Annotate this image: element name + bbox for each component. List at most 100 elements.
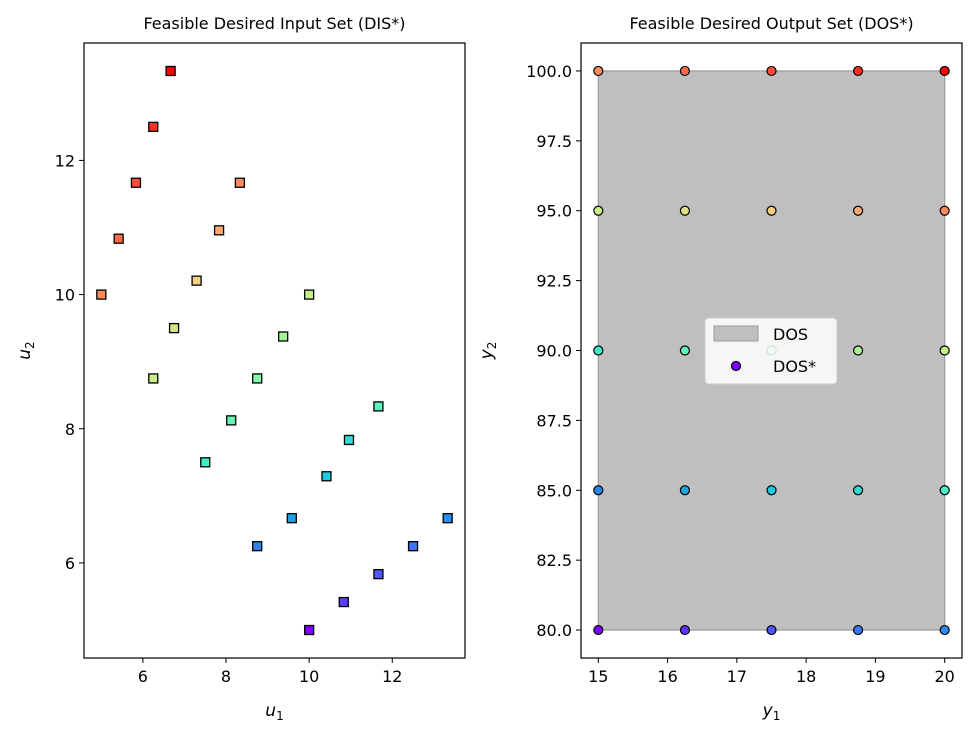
- x-tick-label: 8: [221, 667, 231, 686]
- input-y-axis-label: u2: [15, 341, 37, 359]
- data-point: [593, 345, 604, 356]
- data-point: [373, 568, 384, 580]
- data-point: [113, 233, 124, 244]
- legend-dos-star-label: DOS*: [773, 357, 816, 376]
- input-x-axis-label-sub: 1: [276, 709, 284, 723]
- input-x-axis-label: u1: [265, 701, 283, 723]
- data-point: [852, 65, 864, 77]
- data-point: [200, 457, 211, 468]
- data-point: [679, 624, 691, 636]
- data-point: [939, 205, 950, 216]
- data-point: [226, 415, 237, 426]
- y-tick-label: 95.0: [536, 202, 572, 221]
- output-y-axis-label-sub: 2: [485, 342, 499, 350]
- input-plot-area: [84, 43, 465, 658]
- data-point: [338, 596, 349, 608]
- data-point: [130, 177, 142, 188]
- data-point: [593, 624, 604, 636]
- data-point: [234, 177, 246, 188]
- legend-dos-star-marker: [730, 360, 742, 372]
- data-point: [252, 373, 263, 384]
- output-x-axis-label: y1: [762, 701, 781, 723]
- data-point: [373, 401, 384, 412]
- input-points: [96, 65, 453, 636]
- input-plot-frame: [83, 42, 466, 659]
- output-chart-title: Feasible Desired Output Set (DOS*): [629, 14, 913, 33]
- y-tick-label: 85.0: [536, 481, 572, 500]
- data-point: [679, 205, 691, 216]
- x-tick-label: 18: [796, 667, 816, 686]
- x-tick-label: 17: [727, 667, 747, 686]
- data-point: [96, 289, 107, 300]
- x-tick-label: 6: [138, 667, 148, 686]
- data-point: [321, 471, 332, 482]
- input-x-axis-label-base: u: [265, 701, 276, 721]
- output-y-axis-label-base: y: [477, 348, 497, 360]
- y-tick-label: 12: [55, 151, 75, 170]
- y-tick-label: 87.5: [536, 411, 572, 430]
- data-point: [939, 485, 950, 496]
- y-tick-label: 82.5: [536, 551, 572, 570]
- y-tick-label: 97.5: [536, 132, 572, 151]
- data-point: [252, 541, 263, 552]
- data-point: [303, 289, 315, 300]
- output-y-ticks: 80.0 82.5 85.0 87.5 90.0 92.5 95.0 97.5 100.0: [526, 62, 581, 640]
- x-tick-label: 16: [657, 667, 677, 686]
- x-tick-label: 15: [588, 667, 608, 686]
- y-tick-label: 90.0: [536, 342, 572, 361]
- input-y-axis-label-sub: 2: [23, 341, 37, 349]
- data-point: [213, 225, 225, 236]
- data-point: [939, 65, 950, 77]
- data-point: [679, 65, 691, 77]
- y-tick-label: 80.0: [536, 621, 572, 640]
- data-point: [939, 345, 950, 356]
- input-chart-title: Feasible Desired Input Set (DIS*): [143, 14, 405, 33]
- data-point: [852, 345, 864, 356]
- output-set-chart: Feasible Desired Output Set (DOS*) 15 16 1…: [477, 14, 963, 723]
- data-point: [679, 345, 691, 356]
- input-y-ticks: 6 8 10 12: [55, 151, 84, 573]
- input-set-chart: Feasible Desired Input Set (DIS*) 6 8 10 12…: [15, 14, 466, 723]
- y-tick-label: 10: [55, 286, 75, 305]
- legend: DOS DOS*: [704, 317, 838, 385]
- data-point: [286, 513, 297, 524]
- data-point: [148, 121, 159, 133]
- data-point: [407, 541, 419, 552]
- input-x-ticks: 6 8 10 12: [138, 658, 402, 686]
- data-point: [168, 322, 180, 334]
- data-point: [593, 205, 604, 216]
- input-y-axis-label-base: u: [15, 349, 35, 360]
- data-point: [852, 205, 864, 216]
- output-points: [593, 65, 950, 636]
- y-tick-label: 6: [65, 554, 75, 573]
- data-point: [766, 624, 777, 636]
- output-y-axis-label: y2: [477, 342, 499, 361]
- data-point: [852, 485, 864, 496]
- x-tick-label: 12: [382, 667, 402, 686]
- data-point: [165, 65, 176, 77]
- data-point: [766, 485, 777, 496]
- output-x-ticks: 15 16 17 18 19 20: [588, 658, 955, 686]
- legend-dos-swatch: [713, 325, 759, 342]
- data-point: [191, 275, 202, 286]
- data-point: [593, 485, 604, 496]
- data-point: [852, 624, 864, 636]
- output-plot-frame: [580, 42, 963, 659]
- data-point: [148, 373, 159, 384]
- data-point: [766, 205, 777, 216]
- x-tick-label: 19: [865, 667, 885, 686]
- data-point: [766, 65, 777, 77]
- y-tick-label: 92.5: [536, 272, 572, 291]
- output-x-axis-label-base: y: [762, 701, 774, 721]
- x-tick-label: 10: [299, 667, 319, 686]
- data-point: [679, 485, 691, 496]
- y-tick-label: 100.0: [526, 62, 572, 81]
- data-point: [278, 331, 289, 342]
- x-tick-label: 20: [935, 667, 955, 686]
- y-tick-label: 8: [65, 420, 75, 439]
- data-point: [939, 624, 950, 636]
- output-x-axis-label-sub: 1: [773, 709, 781, 723]
- legend-dos-label: DOS: [773, 325, 808, 344]
- data-point: [303, 624, 315, 636]
